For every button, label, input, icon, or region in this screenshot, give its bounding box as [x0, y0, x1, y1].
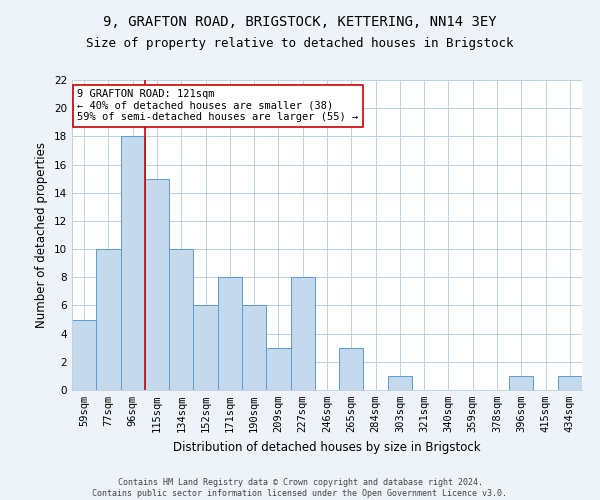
Bar [339, 348, 364, 390]
Y-axis label: Number of detached properties: Number of detached properties [35, 142, 49, 328]
Text: Contains HM Land Registry data © Crown copyright and database right 2024.
Contai: Contains HM Land Registry data © Crown c… [92, 478, 508, 498]
Bar [266, 348, 290, 390]
X-axis label: Distribution of detached houses by size in Brigstock: Distribution of detached houses by size … [173, 440, 481, 454]
Bar [96, 249, 121, 390]
Bar [121, 136, 145, 390]
Bar [290, 278, 315, 390]
Bar [193, 306, 218, 390]
Bar [242, 306, 266, 390]
Text: 9, GRAFTON ROAD, BRIGSTOCK, KETTERING, NN14 3EY: 9, GRAFTON ROAD, BRIGSTOCK, KETTERING, N… [103, 15, 497, 29]
Bar [388, 376, 412, 390]
Bar [509, 376, 533, 390]
Bar [145, 178, 169, 390]
Bar [169, 249, 193, 390]
Text: 9 GRAFTON ROAD: 121sqm
← 40% of detached houses are smaller (38)
59% of semi-det: 9 GRAFTON ROAD: 121sqm ← 40% of detached… [77, 90, 358, 122]
Bar [558, 376, 582, 390]
Bar [72, 320, 96, 390]
Bar [218, 278, 242, 390]
Text: Size of property relative to detached houses in Brigstock: Size of property relative to detached ho… [86, 38, 514, 51]
